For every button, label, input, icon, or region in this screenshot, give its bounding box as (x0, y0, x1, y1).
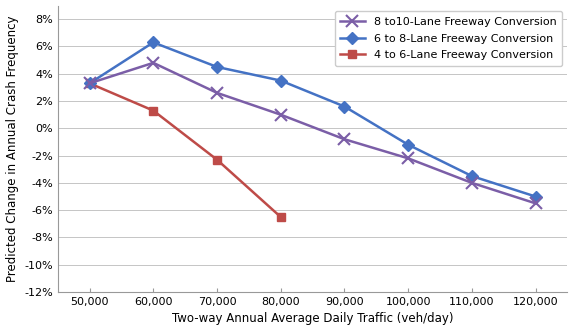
6 to 8-Lane Freeway Conversion (277, 78, 284, 82)
Line: 8 to10-Lane Freeway Conversion: 8 to10-Lane Freeway Conversion (84, 57, 541, 209)
4 to 6-Lane Freeway Conversion (86, 81, 93, 85)
Legend: 8 to10-Lane Freeway Conversion, 6 to 8-Lane Freeway Conversion, 4 to 6-Lane Free: 8 to10-Lane Freeway Conversion, 6 to 8-L… (335, 11, 562, 66)
8 to10-Lane Freeway Conversion (469, 181, 476, 185)
Y-axis label: Predicted Change in Annual Crash Frequency: Predicted Change in Annual Crash Frequen… (6, 16, 18, 282)
8 to10-Lane Freeway Conversion (214, 91, 221, 95)
8 to10-Lane Freeway Conversion (532, 201, 539, 205)
6 to 8-Lane Freeway Conversion (341, 105, 348, 109)
8 to10-Lane Freeway Conversion (405, 156, 411, 160)
Line: 6 to 8-Lane Freeway Conversion: 6 to 8-Lane Freeway Conversion (85, 38, 540, 201)
8 to10-Lane Freeway Conversion (150, 61, 157, 65)
8 to10-Lane Freeway Conversion (341, 137, 348, 141)
4 to 6-Lane Freeway Conversion (150, 109, 157, 113)
6 to 8-Lane Freeway Conversion (405, 143, 411, 147)
4 to 6-Lane Freeway Conversion (277, 215, 284, 219)
6 to 8-Lane Freeway Conversion (86, 81, 93, 85)
Line: 4 to 6-Lane Freeway Conversion: 4 to 6-Lane Freeway Conversion (85, 79, 285, 221)
6 to 8-Lane Freeway Conversion (214, 65, 221, 69)
6 to 8-Lane Freeway Conversion (532, 195, 539, 199)
8 to10-Lane Freeway Conversion (86, 81, 93, 85)
X-axis label: Two-way Annual Average Daily Traffic (veh/day): Two-way Annual Average Daily Traffic (ve… (172, 312, 453, 325)
6 to 8-Lane Freeway Conversion (150, 40, 157, 44)
6 to 8-Lane Freeway Conversion (469, 174, 476, 178)
4 to 6-Lane Freeway Conversion (214, 158, 221, 162)
8 to10-Lane Freeway Conversion (277, 113, 284, 117)
